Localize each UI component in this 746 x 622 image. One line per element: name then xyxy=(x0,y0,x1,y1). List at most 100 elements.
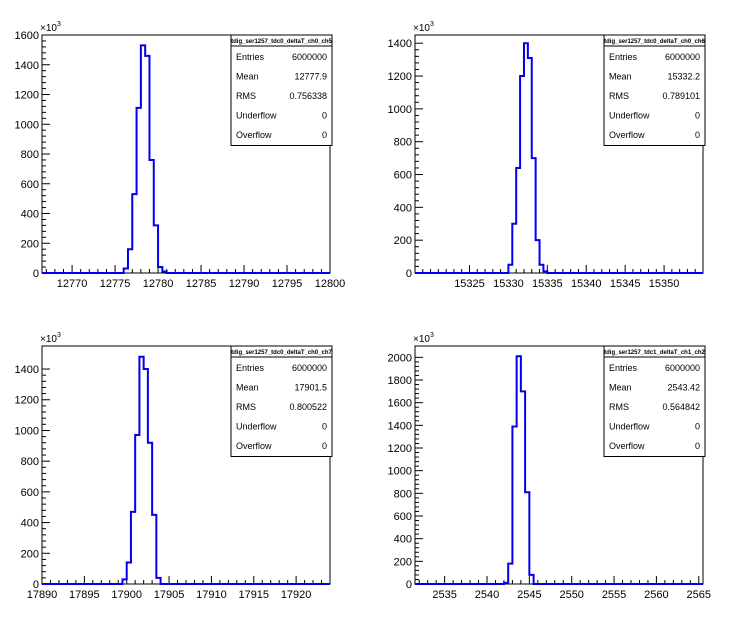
stats-value: 15332.2 xyxy=(667,72,700,82)
y-tick-label: 800 xyxy=(394,137,412,149)
histogram-panel-1: 0 200 400 600 800 1000 1200 1400 1600 12770 12775 1… xyxy=(15,21,346,290)
stats-label: Overflow xyxy=(236,441,272,451)
y-tick-label: 1600 xyxy=(388,398,412,410)
y-tick-label: 200 xyxy=(394,556,412,568)
stats-label: Overflow xyxy=(609,441,645,451)
y-tick-label: 1200 xyxy=(15,395,39,407)
stats-label: RMS xyxy=(236,91,256,101)
x-tick-label: 17890 xyxy=(27,589,58,601)
y-tick-label: 400 xyxy=(21,209,39,221)
stats-label: Entries xyxy=(609,363,638,373)
x-tick-label: 2560 xyxy=(644,589,668,601)
y-tick-label: 0 xyxy=(33,268,39,280)
y-tick-label: 200 xyxy=(21,548,39,560)
x-tick-label: 15345 xyxy=(610,278,641,290)
x-tick-label: 15325 xyxy=(454,278,485,290)
x-tick-label: 17900 xyxy=(111,589,142,601)
y-tick-label: 1400 xyxy=(15,60,39,72)
stats-box xyxy=(230,345,333,457)
stats-title: tdig_ser1257_tdc1_deltaT_ch1_ch2 xyxy=(604,350,705,356)
y-tick-label: 1000 xyxy=(15,119,39,131)
stats-value: 2543.42 xyxy=(667,383,700,393)
stats-value: 6000000 xyxy=(292,363,327,373)
x-tick-label: 15350 xyxy=(649,278,680,290)
y-multiplier-label: ×103 xyxy=(40,21,61,34)
stats-value: 0 xyxy=(322,441,327,451)
x-tick-label: 12780 xyxy=(143,278,174,290)
x-tick-label: 17915 xyxy=(238,589,269,601)
x-tick-label: 15330 xyxy=(493,278,524,290)
y-tick-label: 2000 xyxy=(388,352,412,364)
y-tick-label: 1400 xyxy=(15,364,39,376)
y-tick-label: 200 xyxy=(394,235,412,247)
y-tick-label: 400 xyxy=(21,518,39,530)
stats-label: Overflow xyxy=(609,130,645,140)
y-tick-label: 1000 xyxy=(15,425,39,437)
y-multiplier-base: ×10 xyxy=(413,23,430,34)
y-multiplier-exponent: 3 xyxy=(430,21,434,28)
stats-label: RMS xyxy=(609,91,629,101)
y-multiplier-label: ×103 xyxy=(40,332,61,345)
x-tick-label: 2535 xyxy=(432,589,456,601)
stats-value: 12777.9 xyxy=(294,72,327,82)
stats-value: 0.756338 xyxy=(289,91,327,101)
stats-value: 0.564842 xyxy=(662,402,700,412)
x-tick-label: 2550 xyxy=(559,589,583,601)
stats-value: 0 xyxy=(322,422,327,432)
histogram-line xyxy=(42,44,330,274)
x-tick-label: 12790 xyxy=(229,278,260,290)
stats-value: 6000000 xyxy=(292,52,327,62)
y-multiplier-label: ×103 xyxy=(413,21,434,34)
x-tick-label: 17920 xyxy=(281,589,312,601)
x-tick-label: 12775 xyxy=(100,278,131,290)
y-tick-label: 600 xyxy=(21,487,39,499)
stats-label: Entries xyxy=(609,52,638,62)
x-tick-label: 2545 xyxy=(517,589,541,601)
stats-label: Underflow xyxy=(609,422,650,432)
y-tick-label: 200 xyxy=(21,238,39,250)
stats-value: 6000000 xyxy=(665,52,700,62)
x-tick-label: 17905 xyxy=(154,589,185,601)
y-tick-label: 1400 xyxy=(388,420,412,432)
histogram-panel-3: 0 200 400 600 800 1000 1200 1400 17890 17895 17900… xyxy=(15,332,333,601)
y-tick-label: 400 xyxy=(394,202,412,214)
stats-title: tdig_ser1257_tdc0_deltaT_ch0_ch5 xyxy=(231,39,332,45)
y-tick-label: 1000 xyxy=(388,466,412,478)
y-tick-label: 600 xyxy=(394,511,412,523)
stats-value: 0 xyxy=(322,130,327,140)
y-tick-label: 600 xyxy=(21,179,39,191)
y-multiplier-label: ×103 xyxy=(413,332,434,345)
histogram-panel-2: 0 200 400 600 800 1000 1200 1400 15325 15330 15335… xyxy=(388,21,706,290)
y-tick-label: 800 xyxy=(21,149,39,161)
histogram-line xyxy=(415,42,703,274)
stats-title: tdig_ser1257_tdc0_deltaT_ch0_ch7 xyxy=(231,350,332,356)
y-tick-label: 400 xyxy=(394,534,412,546)
stats-box xyxy=(603,345,706,457)
x-tick-label: 17895 xyxy=(69,589,100,601)
y-multiplier-base: ×10 xyxy=(413,334,430,345)
y-multiplier-base: ×10 xyxy=(40,23,57,34)
y-tick-label: 0 xyxy=(406,579,412,591)
histogram-line xyxy=(42,355,330,585)
stats-label: Underflow xyxy=(236,111,277,121)
y-tick-label: 1800 xyxy=(388,375,412,387)
x-tick-label: 12795 xyxy=(272,278,303,290)
x-tick-label: 2565 xyxy=(687,589,711,601)
y-multiplier-exponent: 3 xyxy=(430,332,434,339)
stats-label: Underflow xyxy=(236,422,277,432)
y-multiplier-exponent: 3 xyxy=(57,21,61,28)
stats-box xyxy=(230,34,333,146)
stats-label: Underflow xyxy=(609,111,650,121)
stats-value: 0 xyxy=(695,422,700,432)
stats-label: Overflow xyxy=(236,130,272,140)
stats-label: Entries xyxy=(236,52,265,62)
x-tick-label: 15335 xyxy=(532,278,563,290)
y-tick-label: 600 xyxy=(394,170,412,182)
stats-value: 6000000 xyxy=(665,363,700,373)
stats-value: 0 xyxy=(695,441,700,451)
y-tick-label: 0 xyxy=(406,268,412,280)
stats-label: Mean xyxy=(609,72,632,82)
y-multiplier-exponent: 3 xyxy=(57,332,61,339)
x-tick-label: 15340 xyxy=(571,278,602,290)
